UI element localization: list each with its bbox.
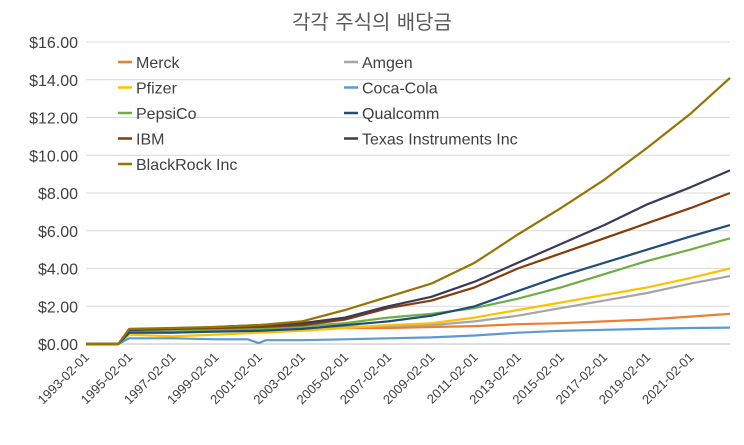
y-tick-label: $4.00 [38,262,78,279]
y-tick-label: $2.00 [38,299,78,316]
legend-label: Coca-Cola [362,81,438,98]
legend-label: PepsiCo [136,106,197,123]
y-tick-label: $8.00 [38,186,78,203]
series-line-coca-cola [86,326,731,346]
legend-label: Amgen [362,55,413,72]
legend-label: Texas Instruments Inc [362,132,518,149]
series-line-pepsico [86,237,731,346]
legend-label: Merck [136,55,181,72]
y-tick-label: $6.00 [38,224,78,241]
chart-title: 각각 주식의 배당금 [292,10,452,34]
series-line-qualcomm [86,224,731,346]
series-line-blackrock-inc [86,77,731,346]
y-tick-label: $12.00 [29,111,78,128]
series-line-amgen [86,275,731,346]
y-tick-label: $0.00 [38,337,78,354]
y-tick-label: $16.00 [29,35,78,52]
legend-label: Pfizer [136,81,178,98]
y-tick-label: $10.00 [29,148,78,165]
y-tick-label: $14.00 [29,73,78,90]
legend-label: IBM [136,132,164,149]
legend-label: Qualcomm [362,106,439,123]
series-line-pfizer [86,267,731,346]
legend-label: BlackRock Inc [136,157,237,174]
